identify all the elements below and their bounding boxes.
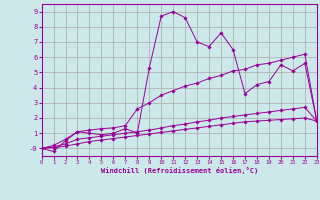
X-axis label: Windchill (Refroidissement éolien,°C): Windchill (Refroidissement éolien,°C)	[100, 167, 258, 174]
